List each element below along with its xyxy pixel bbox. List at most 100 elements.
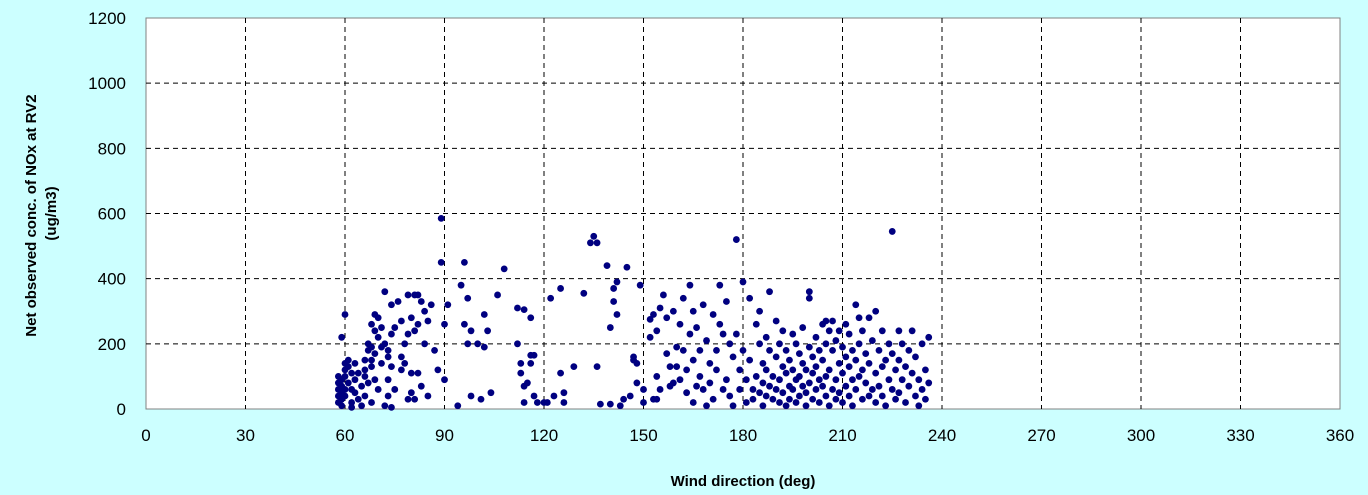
data-point xyxy=(441,320,448,328)
data-point xyxy=(464,294,472,302)
data-point xyxy=(749,395,757,403)
data-point xyxy=(686,330,694,338)
data-point xyxy=(736,386,744,393)
data-point xyxy=(918,386,926,393)
data-point xyxy=(454,402,462,410)
x-tick-label: 180 xyxy=(729,426,757,445)
data-point xyxy=(825,366,833,374)
data-point xyxy=(782,369,790,377)
data-point xyxy=(789,366,797,374)
data-point xyxy=(875,382,883,390)
data-point xyxy=(374,314,382,322)
data-point xyxy=(431,346,438,354)
data-point xyxy=(752,320,760,328)
data-point xyxy=(354,369,362,377)
data-point xyxy=(832,395,840,403)
data-point xyxy=(842,320,850,328)
data-point xyxy=(805,288,813,296)
data-point xyxy=(739,346,747,354)
data-point xyxy=(527,359,535,367)
data-point xyxy=(341,373,349,380)
data-point xyxy=(514,340,521,348)
data-point xyxy=(480,311,488,318)
data-point xyxy=(477,395,485,403)
data-point xyxy=(388,301,395,309)
data-point xyxy=(802,402,810,410)
data-point xyxy=(888,386,896,393)
data-point xyxy=(378,359,385,367)
data-point xyxy=(829,317,836,325)
data-point xyxy=(779,389,787,397)
data-point xyxy=(892,395,899,403)
data-point xyxy=(530,351,538,359)
data-point xyxy=(533,399,541,406)
data-point xyxy=(351,376,359,384)
data-point xyxy=(689,356,697,364)
data-point xyxy=(411,395,419,403)
data-point xyxy=(809,353,817,361)
data-point xyxy=(693,382,700,390)
data-point xyxy=(378,324,385,331)
data-point xyxy=(663,350,671,358)
data-point xyxy=(746,356,754,364)
data-point xyxy=(673,363,681,371)
data-point xyxy=(414,320,422,328)
data-point xyxy=(703,337,710,344)
data-point xyxy=(922,395,929,403)
data-point xyxy=(371,327,379,335)
data-point xyxy=(885,376,893,384)
data-point xyxy=(822,392,830,400)
data-point xyxy=(713,346,720,354)
data-point xyxy=(580,289,588,297)
data-point xyxy=(776,340,783,348)
data-point xyxy=(812,333,820,341)
data-point xyxy=(487,389,495,397)
data-point xyxy=(795,350,803,358)
data-point xyxy=(414,291,422,299)
data-point xyxy=(809,369,817,377)
data-point xyxy=(663,314,671,322)
data-point xyxy=(825,327,833,335)
data-point xyxy=(842,382,850,390)
data-point xyxy=(550,392,558,400)
data-point xyxy=(915,402,923,410)
data-point xyxy=(424,392,432,400)
data-point xyxy=(762,333,770,341)
data-point xyxy=(388,363,395,371)
data-point xyxy=(859,395,866,403)
data-point xyxy=(842,353,850,361)
data-point xyxy=(421,307,428,315)
data-point xyxy=(892,366,899,374)
y-tick-label: 1000 xyxy=(88,74,126,93)
data-point xyxy=(878,327,886,335)
data-point xyxy=(772,386,780,393)
data-point xyxy=(855,340,863,348)
data-point xyxy=(679,346,687,354)
data-point xyxy=(802,366,810,374)
y-tick-label: 0 xyxy=(117,400,126,419)
x-tick-label: 150 xyxy=(629,426,657,445)
data-point xyxy=(520,306,528,314)
data-point xyxy=(593,363,601,371)
data-point xyxy=(457,281,465,289)
data-point xyxy=(520,399,528,406)
data-point xyxy=(746,294,754,302)
data-point xyxy=(766,382,773,390)
data-point xyxy=(633,359,641,367)
data-point xyxy=(676,320,684,328)
data-point xyxy=(610,285,618,292)
data-point xyxy=(859,327,866,335)
data-point xyxy=(351,389,359,397)
data-point xyxy=(849,346,856,354)
data-point xyxy=(872,369,880,377)
data-point xyxy=(772,317,780,325)
data-point xyxy=(822,340,830,348)
data-point xyxy=(368,356,375,364)
data-point xyxy=(673,343,681,351)
data-point xyxy=(849,402,856,410)
data-point xyxy=(613,311,621,318)
data-point xyxy=(461,258,468,266)
data-point xyxy=(859,366,866,374)
data-point xyxy=(872,399,880,406)
data-point xyxy=(348,403,356,411)
